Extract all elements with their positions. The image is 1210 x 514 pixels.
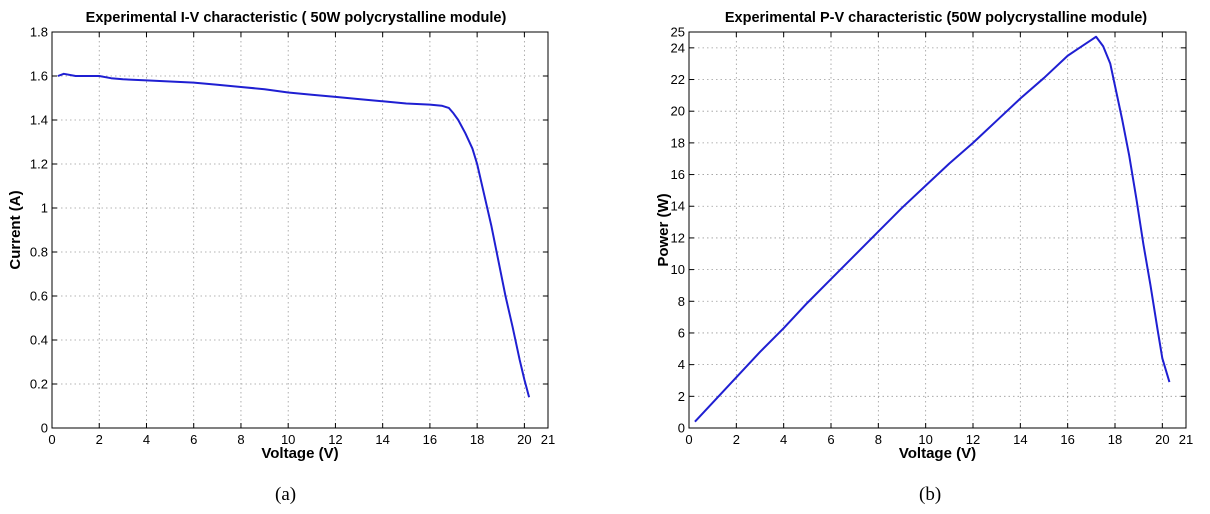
- iv-ytick-label: 1.6: [30, 69, 48, 84]
- iv-ytick-label: 1.2: [30, 157, 48, 172]
- pv-ytick-label: 20: [671, 104, 685, 119]
- iv-xtick-label: 2: [96, 432, 103, 447]
- pv-ytick-label: 2: [678, 389, 685, 404]
- iv-ytick-label: 0.2: [30, 377, 48, 392]
- pv-xtick-label: 2: [733, 432, 740, 447]
- iv-xtick-label: 0: [48, 432, 55, 447]
- iv-ytick-label: 1.4: [30, 113, 48, 128]
- pv-xtick-label: 16: [1060, 432, 1074, 447]
- pv-axes-frame: [688, 31, 1187, 429]
- pv-ytick-label: 22: [671, 72, 685, 87]
- caption-a: (a): [275, 484, 297, 505]
- iv-ytick-label: 0.4: [30, 333, 48, 348]
- iv-xtick-label: 14: [375, 432, 389, 447]
- iv-xtick-label: 20: [517, 432, 531, 447]
- pv-xtick-label: 10: [918, 432, 932, 447]
- pv-xtick-label: 18: [1108, 432, 1122, 447]
- pv-ytick-label: 25: [671, 25, 685, 40]
- iv-xtick-label: 12: [328, 432, 342, 447]
- iv-xtick-label: 8: [237, 432, 244, 447]
- pv-ytick-label: 8: [678, 294, 685, 309]
- iv-chart-title: Experimental I-V characteristic ( 50W po…: [86, 10, 507, 26]
- pv-ytick-label: 16: [671, 167, 685, 182]
- pv-chart: 0 2 4 6 8 10 12 14 16 18 20 21024681012141618202224…: [655, 10, 1193, 462]
- pv-xtick-label: 0: [685, 432, 692, 447]
- pv-xtick-label: 21: [1179, 432, 1193, 447]
- iv-xtick-label: 10: [281, 432, 295, 447]
- iv-series-line: [57, 72, 531, 398]
- pv-ytick-label: 4: [678, 357, 685, 372]
- iv-chart: 0 2 4 6 8 10 12 14 16 18 20 21 0 0.2 0.4 0.6 0.8 1 1.2 1.4 1…: [7, 10, 555, 462]
- pv-xtick-label: 4: [780, 432, 787, 447]
- iv-y-axis-label: Current (A): [7, 190, 24, 269]
- iv-xtick-label: 6: [190, 432, 197, 447]
- pv-ytick-label: 10: [671, 262, 685, 277]
- iv-xtick-label: 18: [470, 432, 484, 447]
- iv-ytick-label: 1.8: [30, 25, 48, 40]
- iv-xtick-label: 4: [143, 432, 150, 447]
- iv-axes-frame: [51, 31, 549, 429]
- pv-xtick-label: 12: [966, 432, 980, 447]
- pv-chart-title: Experimental P-V characteristic (50W pol…: [725, 10, 1147, 26]
- iv-ytick-label: 0: [41, 421, 48, 436]
- iv-x-axis-label: Voltage (V): [261, 445, 338, 462]
- pv-ytick-label: 18: [671, 135, 685, 150]
- iv-xtick-label: 16: [423, 432, 437, 447]
- pv-xtick-label: 8: [875, 432, 882, 447]
- pv-xtick-label: 14: [1013, 432, 1027, 447]
- pv-ytick-label: 12: [671, 230, 685, 245]
- iv-ytick-label: 1: [41, 201, 48, 216]
- pv-ytick-label: 6: [678, 325, 685, 340]
- iv-ytick-label: 0.8: [30, 245, 48, 260]
- pv-xtick-label: 6: [827, 432, 834, 447]
- pv-ytick-label: 24: [671, 40, 685, 55]
- pv-xtick-label: 20: [1155, 432, 1169, 447]
- iv-xtick-label: 21: [541, 432, 555, 447]
- pv-x-axis-label: Voltage (V): [899, 445, 976, 462]
- pv-y-axis-label: Power (W): [655, 193, 672, 266]
- pv-ytick-label: 14: [671, 199, 685, 214]
- pv-ytick-label: 0: [678, 421, 685, 436]
- iv-ytick-label: 0.6: [30, 289, 48, 304]
- caption-b: (b): [919, 484, 942, 505]
- pv-series-line: [694, 35, 1171, 423]
